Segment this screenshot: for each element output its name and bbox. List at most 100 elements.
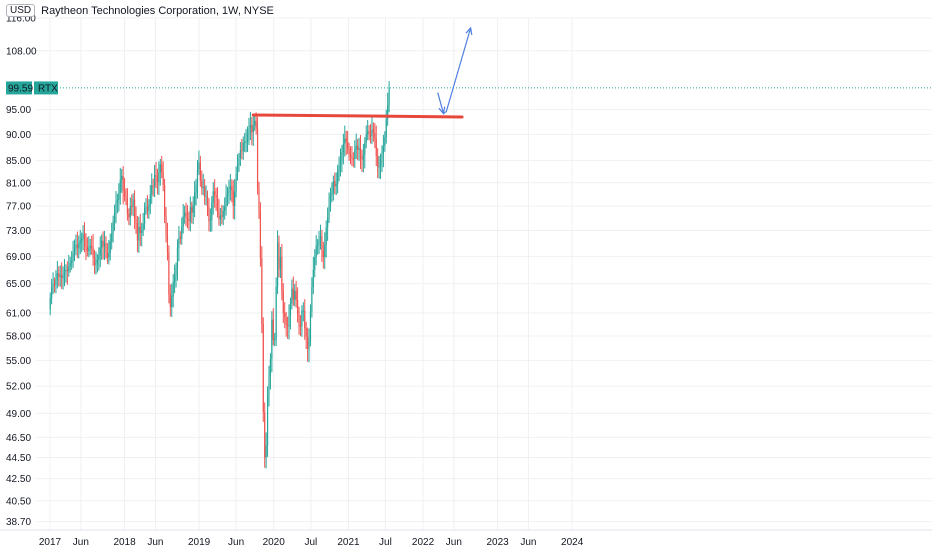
candle-body <box>181 226 183 239</box>
candle-body <box>374 132 376 139</box>
candle-body <box>272 319 274 340</box>
candle-body <box>194 192 196 205</box>
candle-body <box>59 275 61 277</box>
candle-body <box>184 212 186 217</box>
candle-body <box>102 240 104 247</box>
symbol-title[interactable]: Raytheon Technologies Corporation, 1W, N… <box>41 4 274 17</box>
candle-body <box>82 233 84 239</box>
y-tick-label: 61.00 <box>6 308 31 319</box>
candle-body <box>252 125 254 133</box>
x-tick-label: Jun <box>520 537 536 548</box>
candle-body <box>364 142 366 155</box>
candle-body <box>285 317 287 326</box>
candle-body <box>111 233 113 242</box>
y-tick-label: 42.50 <box>6 474 31 485</box>
candle-body <box>334 181 336 187</box>
candle-body <box>378 166 380 168</box>
candle-body <box>212 191 214 203</box>
y-tick-label: 55.00 <box>6 356 31 367</box>
candle-body <box>72 253 74 261</box>
x-tick-label: 2020 <box>263 537 286 548</box>
candle-body <box>52 283 54 288</box>
candle-body <box>215 194 217 198</box>
candle-body <box>357 145 359 150</box>
candle-body <box>61 275 63 279</box>
candle-body <box>55 279 57 286</box>
candle-body <box>289 303 292 316</box>
candle-body <box>275 286 277 340</box>
candle-body <box>239 150 241 159</box>
candle-body <box>341 152 343 161</box>
candle-body <box>168 252 170 295</box>
candle-body <box>112 221 114 234</box>
time-axis[interactable]: 2017 Jun 2018 Jun 2019 Jun 2020 Jul 2021 Jul 2022 J… <box>39 537 584 548</box>
candle-body <box>185 212 187 219</box>
candle-body <box>314 256 316 270</box>
candle-body <box>248 127 250 134</box>
y-tick-label: 73.00 <box>6 226 31 237</box>
candle-body <box>362 154 364 160</box>
y-tick-label: 108.00 <box>6 46 37 57</box>
price-axis[interactable]: 116.00 108.00 95.00 90.00 85.00 81.00 77.00 73.… <box>0 14 932 531</box>
candle-body <box>105 243 107 254</box>
y-tick-label: 38.70 <box>6 517 31 528</box>
candle-body <box>282 290 284 313</box>
candle-body <box>79 240 81 244</box>
candle-body <box>174 275 176 282</box>
candle-body <box>242 142 244 152</box>
candle-body <box>175 267 177 276</box>
candle-body <box>68 266 70 272</box>
candle-body <box>106 253 109 258</box>
candle-body <box>365 133 367 143</box>
candle-body <box>235 174 237 192</box>
candle-body <box>348 148 350 155</box>
candle-body <box>335 183 337 187</box>
y-tick-label: 90.00 <box>6 130 31 141</box>
candle-body <box>266 394 269 446</box>
candle-body <box>278 242 280 270</box>
candle-body <box>294 290 296 300</box>
candle-body <box>195 185 197 193</box>
y-tick-label: 49.00 <box>6 409 31 420</box>
candle-body <box>274 339 276 341</box>
candle-body <box>379 159 382 167</box>
candle-body <box>103 243 106 247</box>
candle-body <box>152 185 154 187</box>
candle-body <box>171 296 173 307</box>
candle-body <box>122 176 124 191</box>
candle-body <box>352 158 354 160</box>
candle-body <box>258 187 260 212</box>
candle-body <box>221 215 223 217</box>
candle-body <box>141 230 143 233</box>
candle-body <box>325 227 327 245</box>
candle-body <box>126 198 129 214</box>
candle-body <box>192 204 194 213</box>
y-tick-label: 81.00 <box>6 178 31 189</box>
candle-body <box>78 243 80 249</box>
resistance-line[interactable] <box>251 113 464 119</box>
candle-body <box>182 216 184 227</box>
candlestick-series <box>49 80 390 469</box>
candle-body <box>317 244 319 246</box>
price-badge-value: 99.59 <box>8 83 33 94</box>
candle-body <box>308 340 310 349</box>
candle-body <box>246 133 249 142</box>
candle-body <box>375 138 377 156</box>
projection-arrow[interactable] <box>437 26 473 115</box>
candle-body <box>101 240 103 248</box>
candle-body <box>191 207 193 213</box>
price-badge-symbol: RTX <box>38 83 58 94</box>
candle-body <box>288 315 290 327</box>
candle-body <box>298 314 300 326</box>
candle-body <box>196 169 199 186</box>
currency-badge[interactable]: USD <box>6 4 36 17</box>
candle-body <box>269 358 272 377</box>
candle-body <box>381 153 383 160</box>
candle-body <box>344 138 346 144</box>
x-tick-label: Jul <box>304 537 317 548</box>
candle-body <box>202 186 204 188</box>
candle-body <box>62 273 64 279</box>
candle-body <box>337 171 339 184</box>
candle-body <box>232 190 234 207</box>
